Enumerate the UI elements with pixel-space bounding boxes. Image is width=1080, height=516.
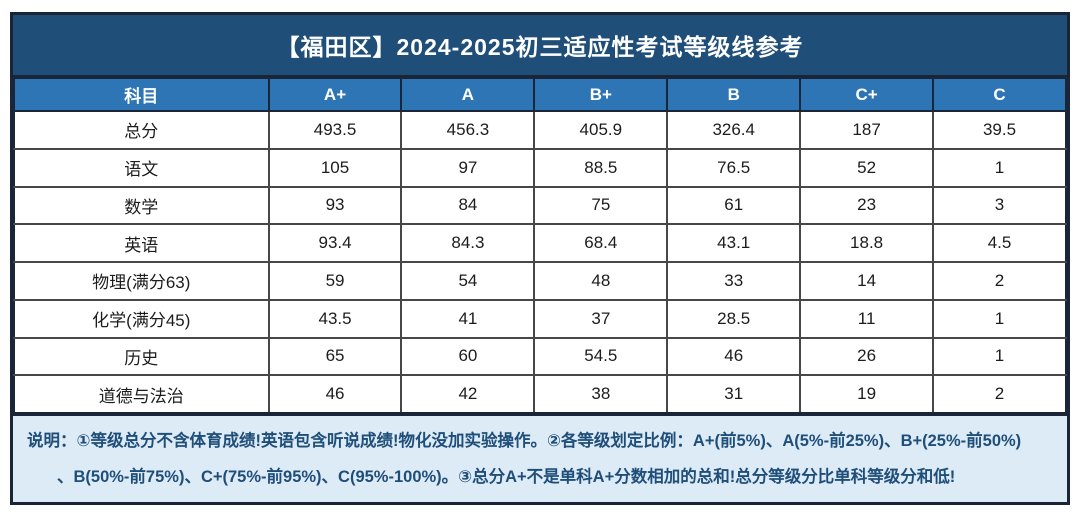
score-cell: 493.5 bbox=[267, 110, 403, 150]
score-cell: 76.5 bbox=[666, 147, 802, 188]
score-cell: 60 bbox=[400, 336, 536, 377]
score-cell: 187 bbox=[799, 110, 935, 150]
score-cell: 11 bbox=[799, 298, 935, 339]
score-cell: 43.5 bbox=[267, 298, 403, 339]
table-row: 语文 105 97 88.5 76.5 52 1 bbox=[13, 147, 1067, 188]
col-header-grade-bplus: B+ bbox=[533, 77, 669, 112]
subject-cell: 英语 bbox=[13, 223, 270, 263]
col-header-grade-cplus: C+ bbox=[799, 77, 935, 112]
score-cell: 41 bbox=[400, 298, 536, 339]
table-row: 化学(满分45) 43.5 41 37 28.5 11 1 bbox=[13, 298, 1067, 339]
subject-cell: 总分 bbox=[13, 110, 270, 150]
table-row: 总分 493.5 456.3 405.9 326.4 187 39.5 bbox=[13, 110, 1067, 150]
score-cell: 18.8 bbox=[799, 223, 935, 263]
score-cell: 59 bbox=[267, 261, 403, 301]
score-cell: 2 bbox=[932, 374, 1067, 414]
score-cell: 326.4 bbox=[666, 110, 802, 150]
score-cell: 26 bbox=[799, 336, 935, 377]
title-bar: 【福田区】2024-2025初三适应性考试等级线参考 bbox=[13, 15, 1067, 77]
note-line-2: 、B(50%-前75%)、C+(75%-前95%)、C(95%-100%)。③总… bbox=[57, 468, 956, 486]
score-cell: 88.5 bbox=[533, 147, 669, 188]
subject-cell: 物理(满分63) bbox=[13, 261, 270, 301]
subject-cell: 道德与法治 bbox=[13, 374, 270, 414]
table-row: 道德与法治 46 42 38 31 19 2 bbox=[13, 374, 1067, 414]
col-header-grade-b: B bbox=[666, 77, 802, 112]
score-cell: 19 bbox=[799, 374, 935, 414]
score-cell: 52 bbox=[799, 147, 935, 188]
col-header-grade-c: C bbox=[932, 77, 1067, 112]
score-cell: 2 bbox=[932, 261, 1067, 301]
score-cell: 75 bbox=[533, 185, 669, 226]
score-cell: 54 bbox=[400, 261, 536, 301]
grade-line-panel: 【福田区】2024-2025初三适应性考试等级线参考 科目 A+ A B+ B C+ C 总… bbox=[10, 12, 1070, 505]
score-cell: 105 bbox=[267, 147, 403, 188]
score-cell: 97 bbox=[400, 147, 536, 188]
score-cell: 61 bbox=[666, 185, 802, 226]
score-cell: 28.5 bbox=[666, 298, 802, 339]
score-cell: 23 bbox=[799, 185, 935, 226]
score-cell: 46 bbox=[666, 336, 802, 377]
table-row: 物理(满分63) 59 54 48 33 14 2 bbox=[13, 261, 1067, 301]
subject-cell: 历史 bbox=[13, 336, 270, 377]
notes-panel: 说明：①等级总分不含体育成绩!英语包含听说成绩!物化没加实验操作。②各等级划定比… bbox=[13, 414, 1067, 502]
score-cell: 46 bbox=[267, 374, 403, 414]
header-row: 科目 A+ A B+ B C+ C bbox=[13, 77, 1067, 112]
score-cell: 93 bbox=[267, 185, 403, 226]
subject-cell: 数学 bbox=[13, 185, 270, 226]
score-cell: 33 bbox=[666, 261, 802, 301]
score-cell: 14 bbox=[799, 261, 935, 301]
page-title: 【福田区】2024-2025初三适应性考试等级线参考 bbox=[276, 34, 804, 60]
score-cell: 4.5 bbox=[932, 223, 1067, 263]
score-cell: 42 bbox=[400, 374, 536, 414]
table-row: 数学 93 84 75 61 23 3 bbox=[13, 185, 1067, 226]
col-header-subject: 科目 bbox=[13, 77, 270, 112]
score-cell: 93.4 bbox=[267, 223, 403, 263]
score-cell: 31 bbox=[666, 374, 802, 414]
score-cell: 54.5 bbox=[533, 336, 669, 377]
score-cell: 456.3 bbox=[400, 110, 536, 150]
score-cell: 37 bbox=[533, 298, 669, 339]
score-cell: 84 bbox=[400, 185, 536, 226]
score-cell: 43.1 bbox=[666, 223, 802, 263]
table-row: 英语 93.4 84.3 68.4 43.1 18.8 4.5 bbox=[13, 223, 1067, 263]
score-cell: 68.4 bbox=[533, 223, 669, 263]
score-cell: 1 bbox=[932, 298, 1067, 339]
subject-cell: 化学(满分45) bbox=[13, 298, 270, 339]
score-cell: 39.5 bbox=[932, 110, 1067, 150]
score-cell: 48 bbox=[533, 261, 669, 301]
score-cell: 3 bbox=[932, 185, 1067, 226]
table-row: 历史 65 60 54.5 46 26 1 bbox=[13, 336, 1067, 377]
col-header-grade-a: A bbox=[400, 77, 536, 112]
score-cell: 38 bbox=[533, 374, 669, 414]
score-cell: 1 bbox=[932, 336, 1067, 377]
table-body: 总分 493.5 456.3 405.9 326.4 187 39.5 语文 105 97 88.5… bbox=[13, 110, 1067, 414]
score-cell: 65 bbox=[267, 336, 403, 377]
score-cell: 405.9 bbox=[533, 110, 669, 150]
score-cell: 1 bbox=[932, 147, 1067, 188]
col-header-grade-aplus: A+ bbox=[267, 77, 403, 112]
score-cell: 84.3 bbox=[400, 223, 536, 263]
subject-cell: 语文 bbox=[13, 147, 270, 188]
table-header: 科目 A+ A B+ B C+ C bbox=[13, 77, 1067, 112]
note-line-1: 说明：①等级总分不含体育成绩!英语包含听说成绩!物化没加实验操作。②各等级划定比… bbox=[27, 432, 1022, 450]
grade-table: 科目 A+ A B+ B C+ C 总分 493.5 456.3 405.9 326.4 187 39.… bbox=[13, 77, 1067, 414]
